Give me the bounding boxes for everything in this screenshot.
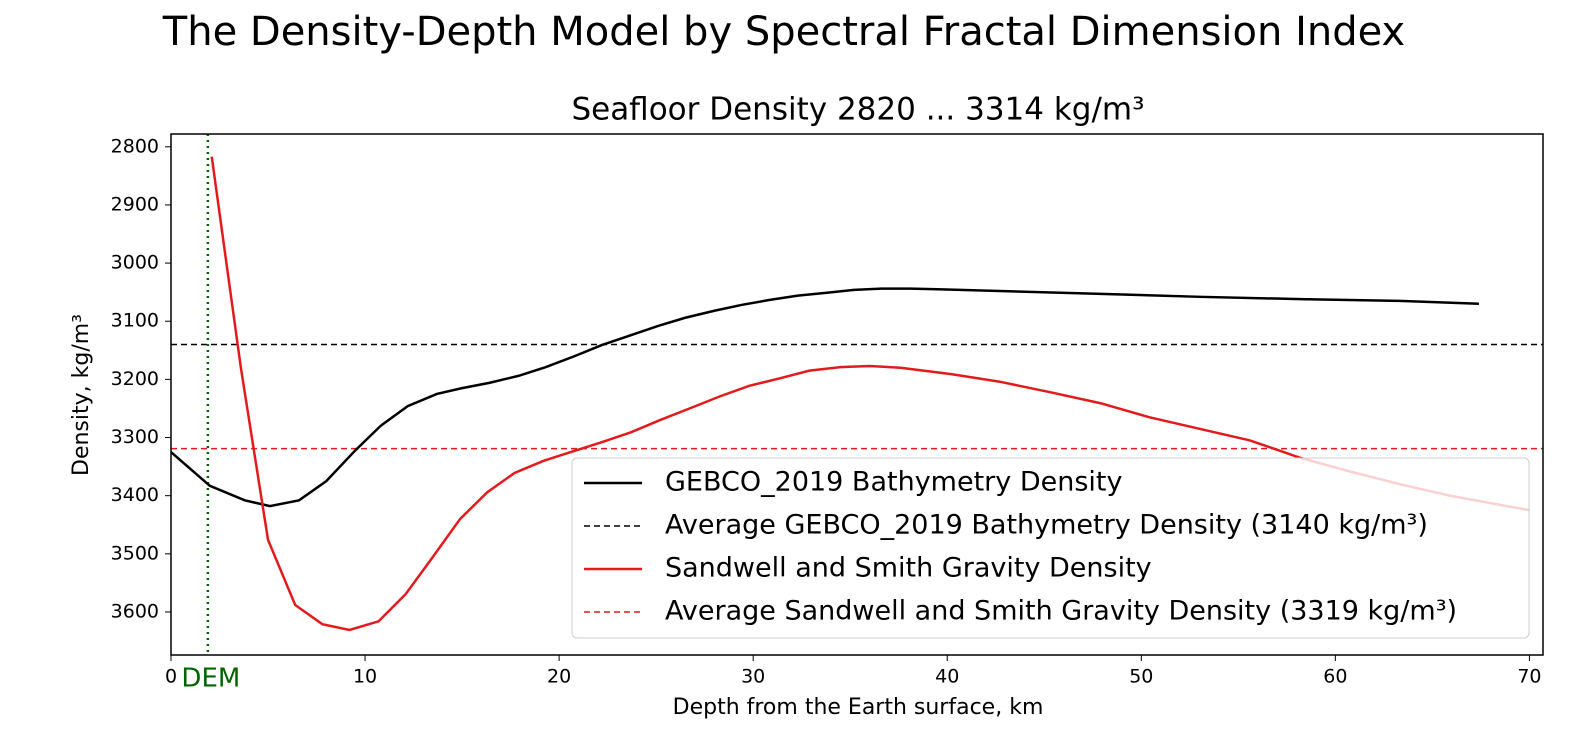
series-line [171, 287, 1480, 508]
legend-box [571, 457, 1530, 639]
legend-label: Average Sandwell and Smith Gravity Densi… [665, 596, 1457, 627]
y-axis-label: Density, kg/m³ [69, 314, 94, 476]
x-tick-label: 30 [741, 666, 765, 688]
y-tick-label: 3300 [111, 426, 159, 448]
y-tick-label: 3200 [111, 368, 159, 390]
x-tick-label: 10 [353, 666, 377, 688]
y-tick-label: 3000 [111, 252, 159, 274]
series-line [210, 156, 1530, 632]
legend-label: Average GEBCO_2019 Bathymetry Density (3… [665, 510, 1428, 541]
legend-label: Sandwell and Smith Gravity Density [665, 553, 1152, 584]
chart-title: The Density-Depth Model by Spectral Frac… [162, 9, 1405, 55]
x-tick-label: 40 [935, 666, 959, 688]
dem-label: DEM [181, 664, 240, 694]
y-tick-label: 3100 [111, 310, 159, 332]
x-tick-label: 50 [1129, 666, 1153, 688]
y-tick-label: 3500 [111, 542, 159, 564]
plot-frame [170, 133, 1544, 656]
plot [171, 134, 1543, 655]
legend: GEBCO_2019 Bathymetry Density Average GEB… [571, 457, 1530, 639]
y-tick-label: 2900 [111, 193, 159, 215]
legend-label: GEBCO_2019 Bathymetry Density [665, 467, 1123, 498]
x-tick-label: 60 [1323, 666, 1347, 688]
y-tick-label: 2800 [111, 135, 159, 157]
y-tick-label: 3600 [111, 600, 159, 622]
y-tick-label: 3400 [111, 484, 159, 506]
chart-subtitle: Seafloor Density 2820 ... 3314 kg/m³ [571, 92, 1144, 128]
x-tick-label: 20 [547, 666, 571, 688]
x-tick-label: 0 [165, 666, 177, 688]
x-axis-label: Depth from the Earth surface, km [673, 695, 1044, 720]
x-tick-label: 70 [1517, 666, 1541, 688]
